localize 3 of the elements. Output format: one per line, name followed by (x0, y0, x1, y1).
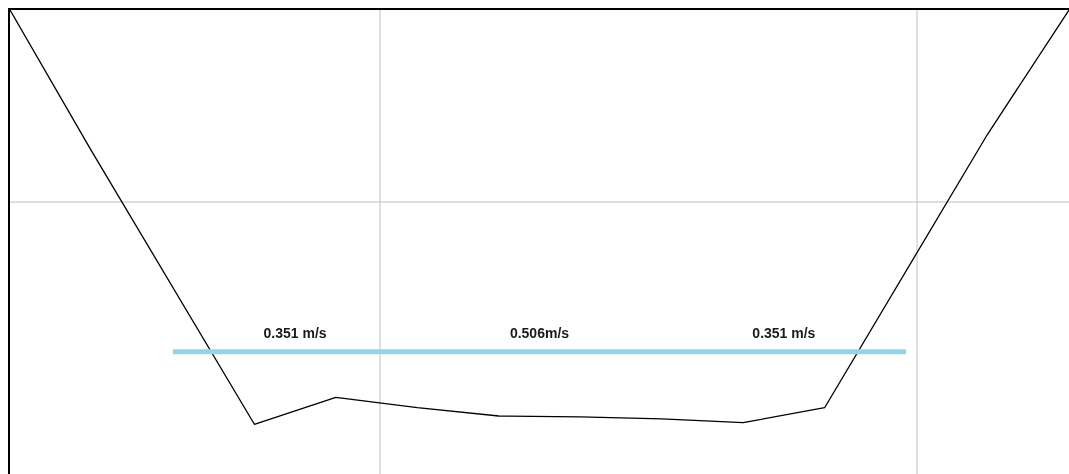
annotation: 0.351 m/s (752, 324, 816, 341)
annotation: 0.506m/s (509, 324, 570, 341)
annotation: 0.351 m/s (263, 324, 327, 341)
